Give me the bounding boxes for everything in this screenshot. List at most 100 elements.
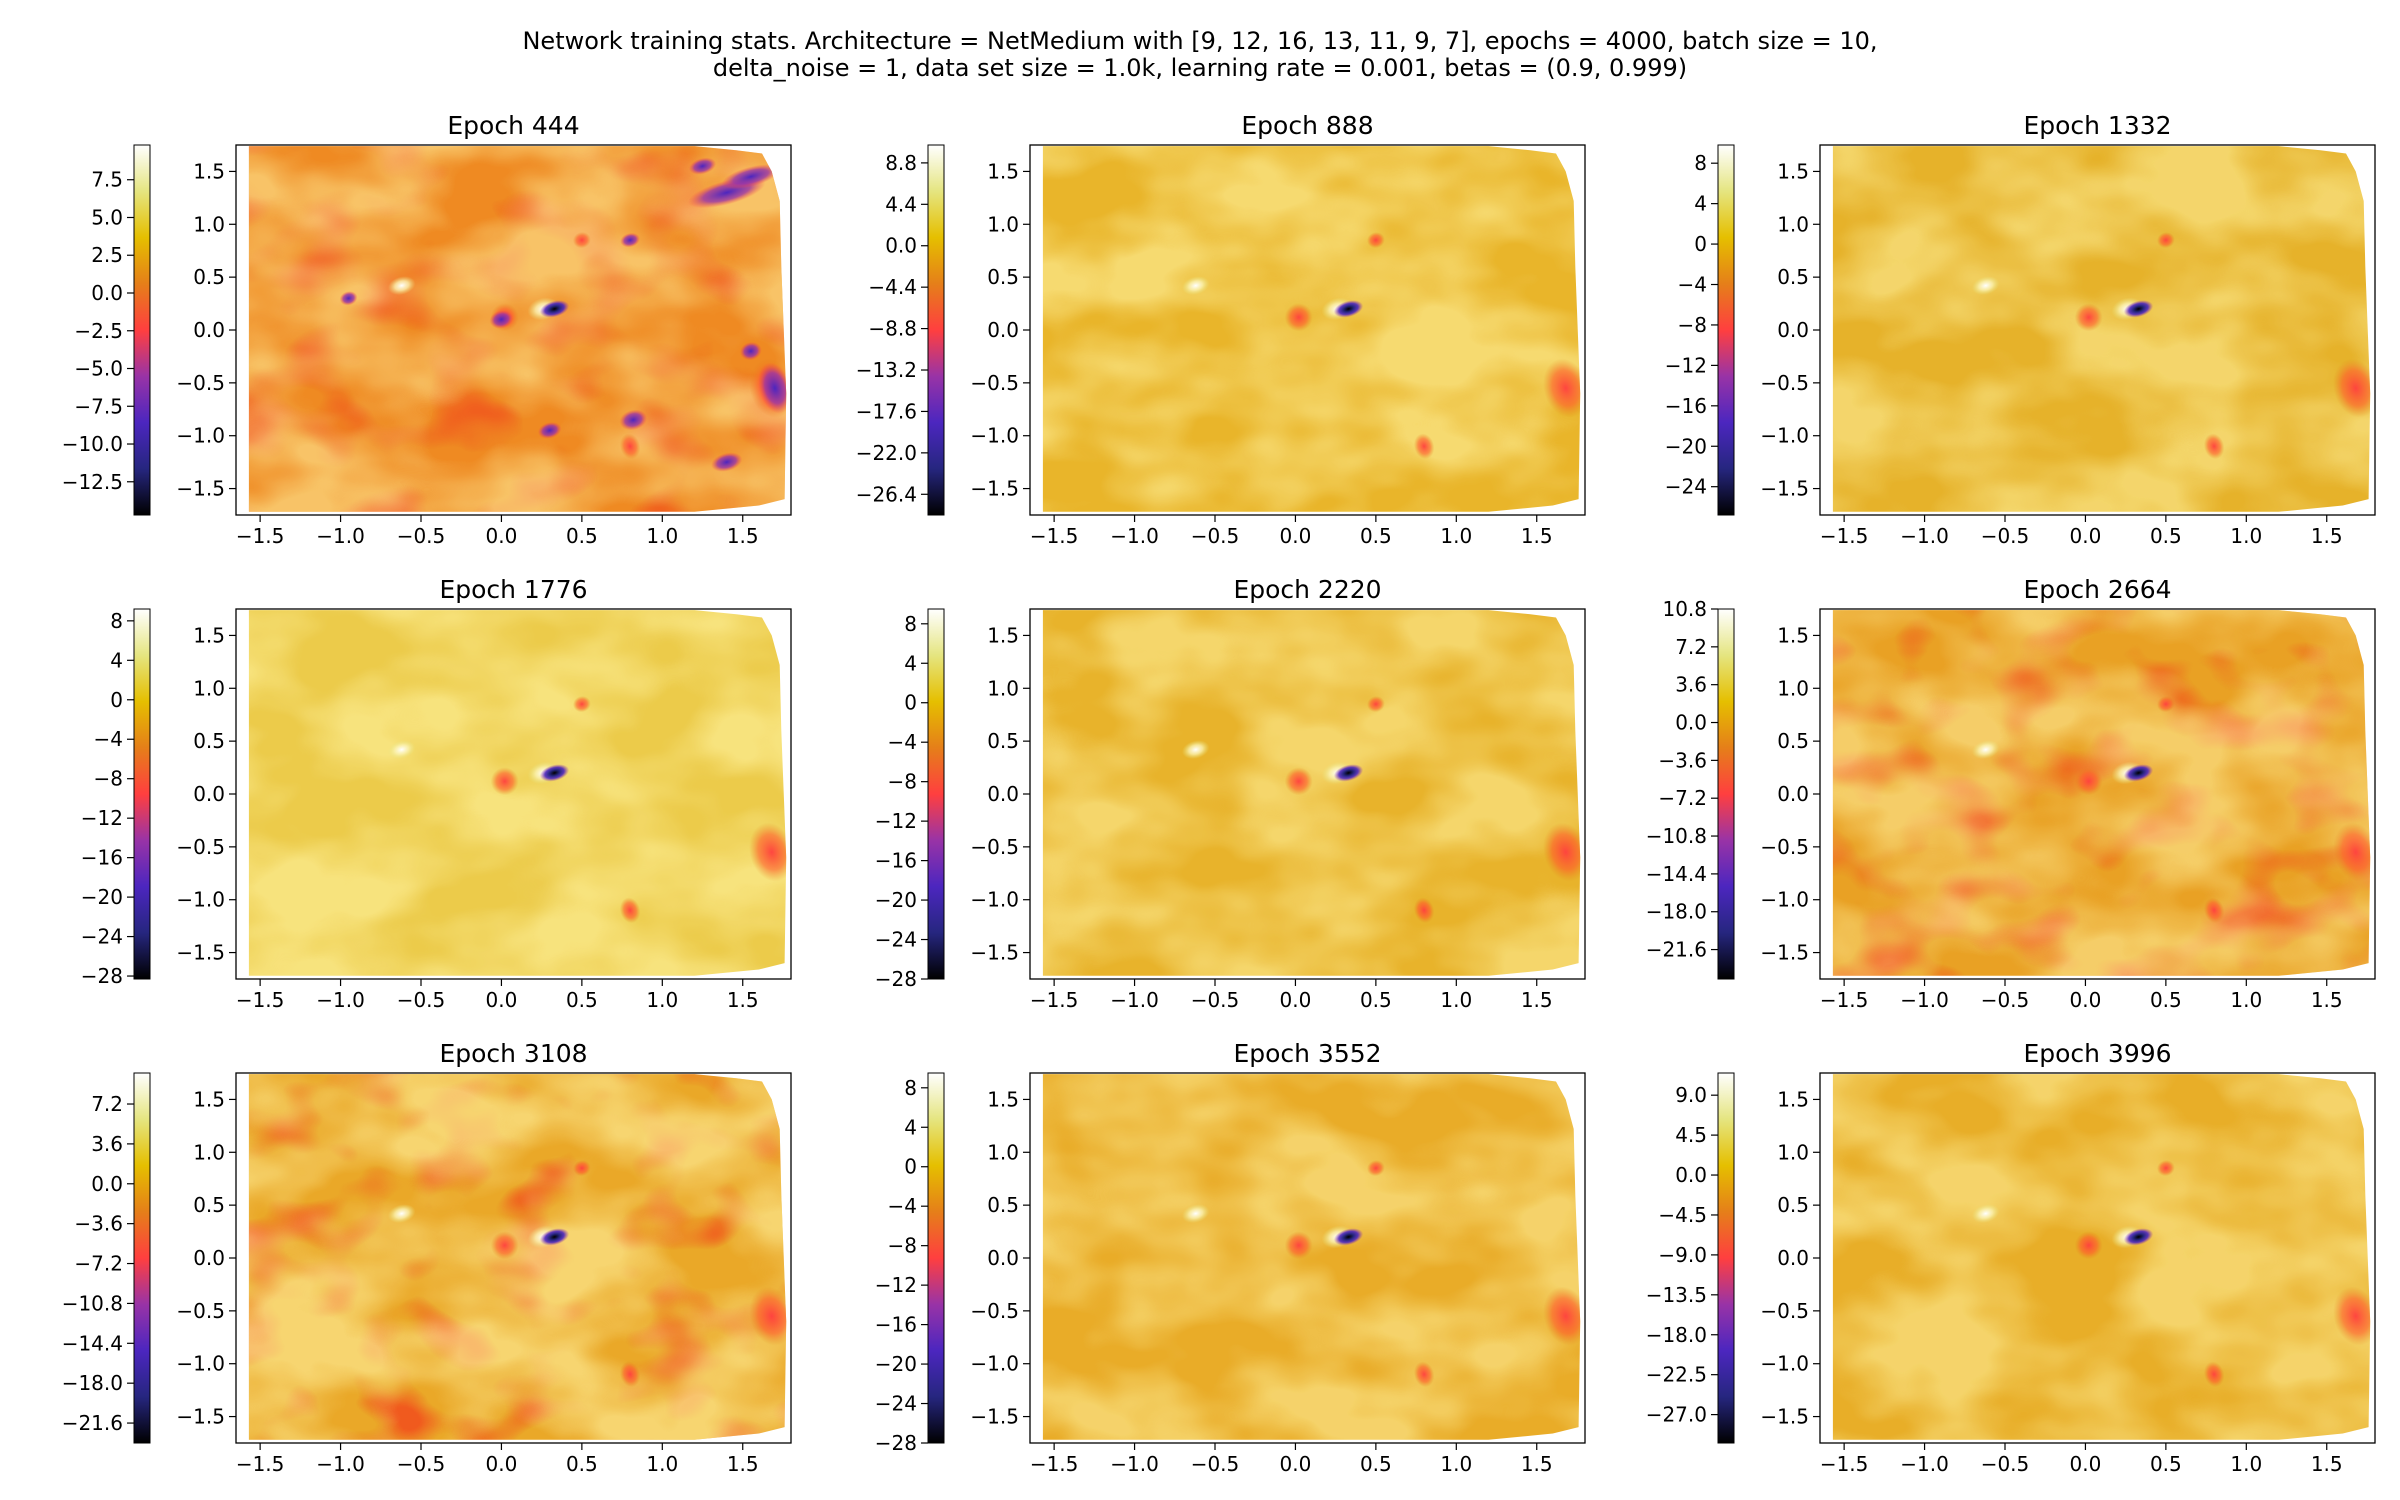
x-tick-label: −1.0 [316,1452,365,1476]
field-feature [387,1204,416,1224]
x-tick-label: −1.0 [1900,524,1949,548]
y-tick-label: −1.5 [176,941,225,965]
x-tick-label: −1.5 [1030,988,1079,1012]
y-tick-label: −0.5 [970,371,1019,395]
colorbar-tick-label: −7.2 [1658,786,1707,810]
colorbar-tick-label: 0 [904,1155,917,1179]
y-tick-label: −0.5 [1760,835,1809,859]
field-feature [1971,1204,2000,1224]
colorbar-tick-label: 7.5 [91,168,123,192]
y-tick-label: 0.5 [193,729,225,753]
colorbar-tick-label: −2.5 [74,319,123,343]
field-feature [489,310,514,329]
colorbar-tick-label: 3.6 [1675,673,1707,697]
colorbar-tick-label: −18.0 [62,1371,123,1395]
x-tick-label: 0.0 [1280,1452,1312,1476]
colorbar-tick-label: 8 [110,609,123,633]
y-tick-label: −0.5 [970,1299,1019,1323]
y-tick-label: −1.0 [176,424,225,448]
colorbar-tick-label: −21.6 [1646,938,1707,962]
colorbar-tick-label: −10.8 [1646,824,1707,848]
colorbar-tick-label: −4.5 [1658,1203,1707,1227]
field-feature [2333,358,2371,418]
colorbar [1717,1072,1735,1444]
x-tick-label: 1.0 [1440,524,1472,548]
heatmap-surface [1042,146,1581,512]
y-tick-label: 1.5 [1777,623,1809,647]
y-tick-label: 0.0 [987,318,1019,342]
y-tick-label: 0.0 [987,782,1019,806]
colorbar-tick-label: 5.0 [91,205,123,229]
panel-3: Epoch 1332 −1.5 −1.0 −0.5 0.0 0.5 1.0 1.5 −1.5 −1… [1665,111,2376,548]
y-tick-label: −0.5 [970,835,1019,859]
field-feature [1543,1286,1581,1346]
field-feature [619,897,641,924]
colorbar-tick-label: −16 [81,846,123,870]
x-tick-label: 0.5 [566,524,598,548]
x-tick-label: 0.0 [486,524,518,548]
panel-title: Epoch 888 [1241,111,1373,140]
heatmap-surface [1042,610,1581,976]
field-feature [1181,740,1210,760]
y-tick-label: 0.5 [987,1193,1019,1217]
y-tick-label: −1.0 [1760,424,1809,448]
panel-2: Epoch 888 −1.5 −1.0 −0.5 0.0 0.5 1.0 1.5 −1.5 −1.… [856,111,1586,548]
colorbar-tick-label: 4.5 [1675,1123,1707,1147]
x-tick-label: 1.5 [2311,524,2343,548]
y-tick-label: 1.0 [193,212,225,236]
y-tick-label: 0.5 [193,265,225,289]
colorbar-tick-label: −13.5 [1646,1283,1707,1307]
y-tick-label: 1.0 [1777,676,1809,700]
colorbar-tick-label: 3.6 [91,1132,123,1156]
x-tick-label: 1.0 [2230,1452,2262,1476]
panel-title: Epoch 3552 [1233,1039,1381,1068]
y-tick-label: −1.5 [970,1405,1019,1429]
x-tick-label: 1.5 [1521,524,1553,548]
field-feature [1366,232,1385,249]
field-feature [2074,767,2103,796]
x-tick-label: −0.5 [1981,1452,2030,1476]
x-tick-label: 1.0 [646,524,678,548]
y-tick-label: 1.5 [1777,1087,1809,1111]
colorbar-tick-label: −18.0 [1646,900,1707,924]
colorbar [133,1072,151,1444]
colorbar-tick-label: −26.4 [856,482,917,506]
y-tick-label: 0.5 [193,1193,225,1217]
y-tick-label: 1.5 [193,1087,225,1111]
x-tick-label: 0.5 [1360,1452,1392,1476]
x-tick-label: 0.0 [2070,524,2102,548]
field-feature [1284,767,1313,796]
y-tick-label: 0.0 [193,782,225,806]
y-tick-label: 1.0 [1777,212,1809,236]
colorbar-tick-label: −10.0 [62,432,123,456]
y-tick-label: 1.5 [193,623,225,647]
colorbar-tick-label: 0.0 [91,1172,123,1196]
colorbar-tick-label: −24 [81,925,123,949]
field-feature [572,1160,591,1177]
colorbar-tick-label: 4 [904,1115,917,1139]
y-tick-label: −0.5 [176,1299,225,1323]
field-feature [2203,897,2225,924]
panel-title: Epoch 444 [447,111,579,140]
colorbar-tick-label: −9.0 [1658,1243,1707,1267]
colorbar-tick-label: −8 [888,770,917,794]
colorbar-tick-label: −22.5 [1646,1363,1707,1387]
colorbar-tick-label: −4 [94,727,123,751]
colorbar-tick-label: 7.2 [1675,635,1707,659]
field-feature [2156,696,2175,713]
x-tick-label: 0.5 [1360,988,1392,1012]
colorbar-tick-label: −4.4 [868,275,917,299]
heatmap-surface [248,610,787,976]
field-feature [537,422,562,439]
field-feature [387,740,416,760]
field-feature [490,1231,519,1260]
x-tick-label: −1.5 [236,1452,285,1476]
y-tick-label: −0.5 [176,371,225,395]
x-tick-label: 0.5 [2150,524,2182,548]
y-tick-label: −0.5 [176,835,225,859]
colorbar-tick-label: −3.6 [1658,748,1707,772]
colorbar-tick-label: −8 [94,767,123,791]
field-feature [739,341,762,361]
colorbar-tick-label: −16 [875,1313,917,1337]
y-tick-label: 0.5 [1777,265,1809,289]
